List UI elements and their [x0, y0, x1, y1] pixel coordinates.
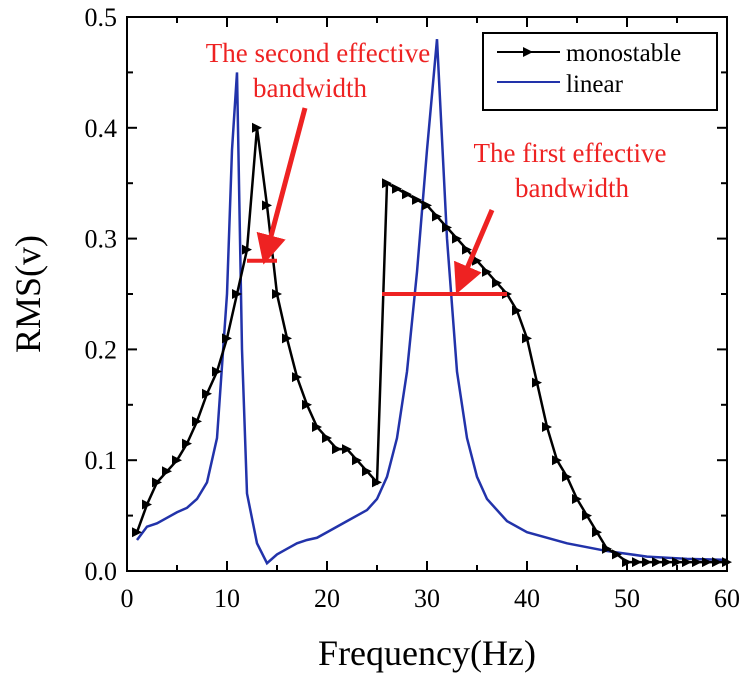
x-tick-label: 20 — [314, 584, 340, 613]
annotation-second-line1: The second effective — [206, 38, 430, 68]
data-point-monostable — [432, 211, 442, 222]
x-tick-label: 0 — [121, 584, 134, 613]
data-point-monostable — [412, 194, 422, 205]
data-point-monostable — [572, 493, 582, 504]
data-point-monostable — [592, 527, 602, 538]
legend-label-linear: linear — [566, 71, 624, 98]
legend-marker-monostable — [523, 47, 533, 57]
x-tick-label: 10 — [214, 584, 240, 613]
data-point-monostable — [382, 178, 392, 189]
data-point-monostable — [372, 477, 382, 488]
data-point-monostable — [642, 557, 652, 568]
data-point-monostable — [672, 557, 682, 568]
x-tick-label: 50 — [614, 584, 640, 613]
x-tick-label: 60 — [714, 584, 740, 613]
annotation-first-line1: The first effective — [474, 138, 667, 168]
data-point-monostable — [362, 466, 372, 477]
series-line-linear — [136, 39, 728, 566]
legend-box — [482, 32, 718, 111]
annotation-first-line2: bandwidth — [515, 173, 629, 203]
data-point-monostable — [582, 510, 592, 521]
data-point-monostable — [172, 455, 182, 466]
y-tick-label: 0.2 — [85, 335, 118, 364]
data-point-monostable — [512, 305, 522, 316]
arrow-second-bandwidth — [256, 107, 308, 265]
data-point-monostable — [392, 183, 402, 194]
data-point-monostable — [162, 466, 172, 477]
data-point-monostable — [702, 557, 712, 568]
data-point-monostable — [532, 377, 542, 388]
data-point-monostable — [262, 200, 272, 211]
data-point-monostable — [562, 471, 572, 482]
data-point-monostable — [522, 333, 532, 344]
data-point-monostable — [452, 233, 462, 244]
data-point-monostable — [232, 289, 242, 299]
data-point-monostable — [602, 543, 612, 554]
data-point-monostable — [182, 438, 192, 449]
data-point-monostable — [282, 333, 292, 344]
data-point-monostable — [132, 527, 142, 538]
arrow-first-bandwidth — [454, 209, 495, 295]
data-point-monostable — [352, 455, 362, 466]
data-point-monostable — [482, 266, 492, 277]
x-axis-label: Frequency(Hz) — [318, 633, 536, 673]
data-point-monostable — [612, 549, 622, 560]
data-point-monostable — [192, 416, 202, 427]
data-point-monostable — [692, 557, 702, 568]
y-axis-label: RMS(v) — [8, 235, 48, 353]
series-line-monostable — [135, 127, 727, 564]
data-point-monostable — [212, 366, 222, 377]
data-point-monostable — [682, 557, 692, 568]
x-tick-label: 30 — [414, 584, 440, 613]
data-point-monostable — [312, 421, 322, 432]
legend: monostable linear — [482, 32, 718, 111]
data-point-monostable — [242, 244, 252, 255]
data-point-monostable — [442, 222, 452, 233]
y-tick-label: 0.5 — [85, 3, 118, 32]
legend-label-monostable: monostable — [566, 40, 681, 67]
data-point-monostable — [652, 557, 662, 568]
data-point-monostable — [332, 444, 342, 455]
data-point-monostable — [322, 433, 332, 444]
data-point-monostable — [662, 557, 672, 568]
data-point-monostable — [462, 244, 472, 255]
data-point-monostable — [422, 200, 432, 211]
data-point-monostable — [202, 388, 212, 399]
data-point-monostable — [342, 444, 352, 455]
y-tick-label: 0.4 — [85, 114, 118, 143]
y-tick-label: 0.0 — [85, 557, 118, 586]
data-point-monostable — [272, 289, 282, 299]
data-point-monostable — [292, 372, 302, 383]
annotation-second-line2: bandwidth — [253, 73, 367, 103]
data-point-monostable — [632, 557, 642, 568]
data-point-monostable — [222, 333, 232, 344]
y-tick-label: 0.1 — [85, 446, 118, 475]
data-point-monostable — [142, 499, 152, 510]
data-point-monostable — [152, 477, 162, 488]
data-point-monostable — [492, 277, 502, 288]
data-point-monostable — [552, 455, 562, 466]
x-tick-label: 40 — [514, 584, 540, 613]
data-point-monostable — [402, 189, 412, 200]
data-point-monostable — [712, 557, 722, 568]
data-point-monostable — [252, 122, 262, 133]
y-tick-label: 0.3 — [85, 225, 118, 254]
data-point-monostable — [302, 399, 312, 410]
data-point-monostable — [542, 421, 552, 432]
